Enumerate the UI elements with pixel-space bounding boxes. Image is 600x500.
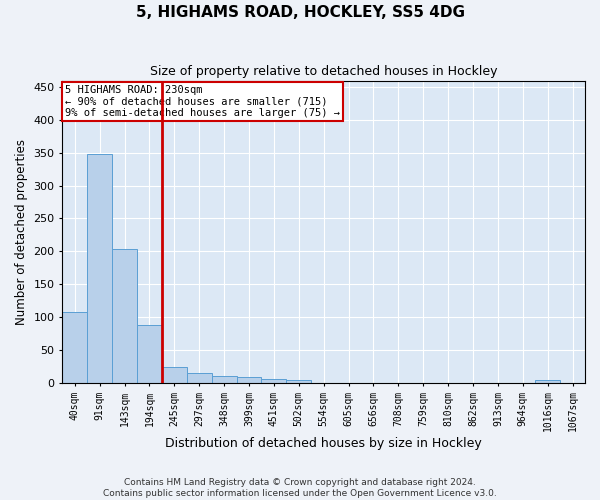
X-axis label: Distribution of detached houses by size in Hockley: Distribution of detached houses by size …	[165, 437, 482, 450]
Bar	[137, 325, 162, 382]
Bar	[87, 154, 112, 382]
Bar	[236, 378, 262, 382]
Text: Contains HM Land Registry data © Crown copyright and database right 2024.
Contai: Contains HM Land Registry data © Crown c…	[103, 478, 497, 498]
Bar	[112, 250, 137, 382]
Text: 5, HIGHAMS ROAD, HOCKLEY, SS5 4DG: 5, HIGHAMS ROAD, HOCKLEY, SS5 4DG	[136, 5, 464, 20]
Bar	[286, 380, 311, 382]
Y-axis label: Number of detached properties: Number of detached properties	[15, 138, 28, 324]
Bar	[262, 378, 286, 382]
Bar	[162, 367, 187, 382]
Bar	[62, 312, 87, 382]
Bar	[535, 380, 560, 382]
Bar	[212, 376, 236, 382]
Bar	[187, 373, 212, 382]
Title: Size of property relative to detached houses in Hockley: Size of property relative to detached ho…	[150, 65, 497, 78]
Text: 5 HIGHAMS ROAD: 230sqm
← 90% of detached houses are smaller (715)
9% of semi-det: 5 HIGHAMS ROAD: 230sqm ← 90% of detached…	[65, 85, 340, 118]
